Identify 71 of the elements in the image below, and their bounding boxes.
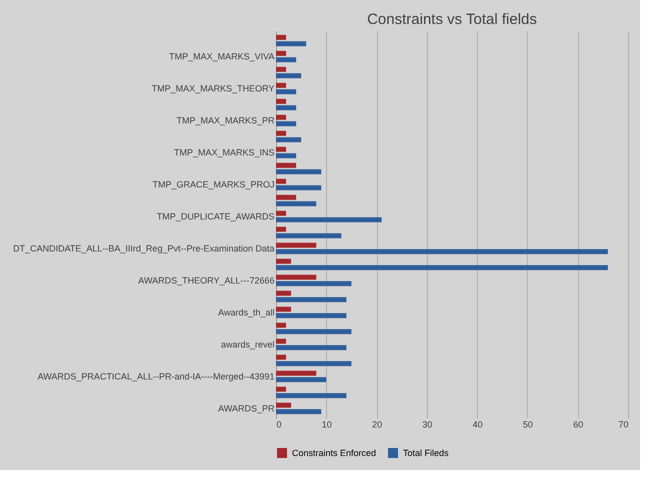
bar: [276, 217, 382, 222]
bar: [276, 274, 316, 280]
bar: [276, 265, 608, 270]
bar: [276, 345, 346, 350]
bar: [276, 121, 296, 126]
bar: [276, 210, 286, 216]
y-tick-label: AWARDS_PRACTICAL_ALL--PR-and-IA----Merged--43991: [38, 371, 274, 382]
bar: [276, 290, 292, 296]
bar: [276, 57, 296, 62]
x-tick-label: 70: [618, 420, 628, 430]
bar: [276, 258, 292, 264]
bar: [276, 41, 306, 46]
bar: [276, 34, 286, 40]
bar: [276, 409, 322, 414]
bar: [276, 50, 286, 56]
bar: [276, 249, 608, 254]
bar: [276, 201, 316, 206]
bar: [276, 194, 296, 200]
x-tick-label: 40: [472, 420, 483, 430]
bar: [276, 162, 296, 168]
x-tick-label: 50: [522, 420, 533, 430]
bar: [276, 226, 286, 232]
y-tick-label: TMP_MAX_MARKS_INS: [174, 148, 274, 158]
bar: [276, 105, 296, 110]
bar: [276, 297, 346, 302]
chart-title: Constraints vs Total fields: [367, 11, 537, 28]
bar: [276, 73, 302, 78]
bar: [276, 386, 286, 392]
bar: [276, 313, 346, 318]
bar: [276, 361, 352, 366]
bar: [276, 130, 286, 136]
bar: [276, 146, 286, 152]
y-tick-label: TMP_MAX_MARKS_THEORY: [152, 84, 274, 94]
bar: [276, 153, 296, 158]
bar: [276, 137, 302, 142]
bar: [276, 114, 286, 120]
x-tick-label: 10: [322, 420, 332, 430]
bar: [276, 169, 322, 174]
bar: [276, 82, 286, 88]
bar: [276, 370, 316, 376]
y-tick-label: AWARDS_PR: [218, 403, 275, 414]
bar: [276, 242, 316, 248]
bar: [276, 377, 326, 382]
y-tick-label: Awards_th_all: [218, 307, 274, 318]
bar: [276, 402, 292, 408]
bar: [276, 322, 286, 328]
bar: [276, 306, 292, 312]
legend-label: Total Fileds: [403, 448, 450, 458]
y-tick-label: awards_revel: [220, 339, 274, 350]
bar: [276, 354, 286, 360]
y-tick-label: AWARDS_THEORY_ALL---72666: [138, 275, 274, 286]
x-tick-label: 20: [372, 420, 382, 430]
y-tick-label: TMP_MAX_MARKS_PR: [176, 116, 275, 126]
bar: [276, 393, 346, 398]
y-tick-label: DT_CANDIDATE_ALL--BA_IIIrd_Reg_Pvt--Pre-Examination Data: [13, 243, 274, 254]
x-tick-label: 30: [422, 420, 432, 430]
bar: [276, 281, 352, 286]
legend-label: Constraints Enforced: [292, 448, 376, 458]
y-tick-label: TMP_MAX_MARKS_VIVA: [169, 52, 274, 62]
y-tick-label: TMP_DUPLICATE_AWARDS: [156, 212, 274, 222]
bar: [276, 329, 352, 334]
bar: [276, 89, 296, 94]
bar: [276, 66, 286, 72]
bar: [276, 98, 286, 104]
bar: [276, 233, 342, 238]
x-tick-label: 0: [276, 420, 282, 430]
bar: [276, 338, 286, 344]
bar: [276, 185, 322, 190]
x-tick-label: 60: [573, 420, 584, 430]
y-tick-label: TMP_GRACE_MARKS_PROJ: [152, 180, 274, 190]
bar: [276, 178, 286, 184]
